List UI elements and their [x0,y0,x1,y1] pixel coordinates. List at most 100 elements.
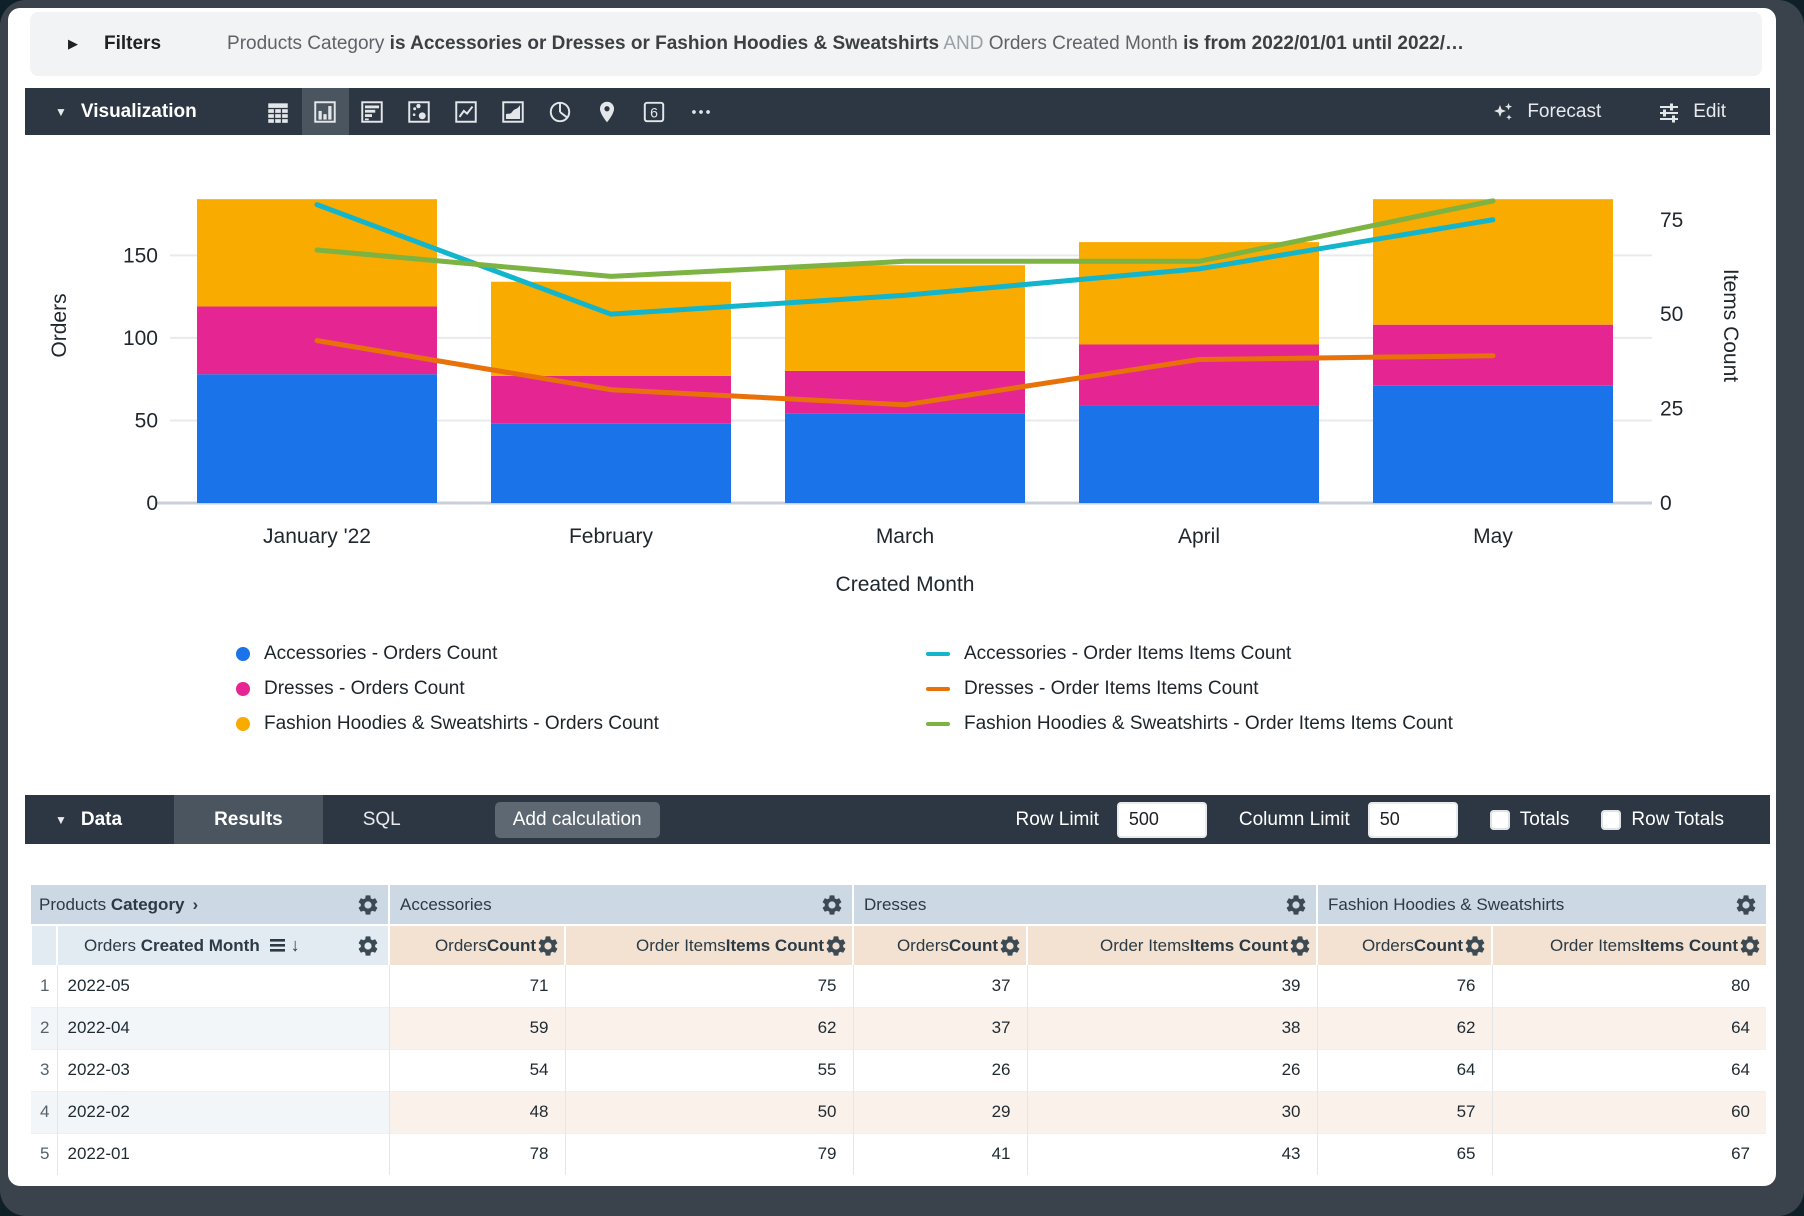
visualization-section-toggle[interactable]: ▼ Visualization [25,101,197,123]
data-section-toggle[interactable]: ▼ Data [25,809,122,831]
value-cell[interactable]: 76 [1316,965,1492,1007]
value-cell[interactable]: 37 [852,965,1027,1007]
measure-header-orders-count[interactable]: Orders Count [388,924,565,965]
value-cell[interactable]: 54 [388,1048,565,1091]
pivot-group-header-dresses[interactable]: Dresses [852,885,1317,925]
bar-segment[interactable] [1079,344,1319,406]
forecast-button[interactable]: Forecast [1491,100,1601,124]
row-limit-input[interactable] [1116,801,1207,838]
month-cell[interactable]: 2022-02 [56,1090,389,1133]
value-cell[interactable]: 78 [388,1132,565,1175]
measure-header-order-items-count[interactable]: Order Items Items Count [564,924,853,965]
viz-type-map-button[interactable] [584,88,631,135]
value-cell[interactable]: 37 [852,1006,1027,1049]
dimension-header-orders-created-month[interactable]: Orders Created Month ↓ [56,924,389,965]
legend-item[interactable]: Dresses - Order Items Items Count [926,678,1616,700]
gear-icon[interactable] [1288,934,1312,958]
gear-icon[interactable] [1738,934,1762,958]
bar-segment[interactable] [785,265,1025,371]
column-limit-input[interactable] [1367,801,1458,838]
value-cell[interactable]: 79 [564,1132,853,1175]
value-cell[interactable]: 80 [1491,965,1766,1007]
bar-segment[interactable] [197,374,437,503]
bar-segment[interactable] [491,375,731,424]
value-cell[interactable]: 39 [1026,965,1317,1007]
month-cell[interactable]: 2022-05 [56,965,389,1007]
filters-bar[interactable]: ▶ Filters Products Category is Accessori… [30,12,1762,76]
value-cell[interactable]: 62 [1316,1006,1492,1049]
legend-item[interactable]: Fashion Hoodies & Sweatshirts - Orders C… [236,713,926,735]
value-cell[interactable]: 75 [564,965,853,1007]
value-cell[interactable]: 67 [1491,1132,1766,1175]
viz-type-more-button[interactable] [678,88,725,135]
value-cell[interactable]: 64 [1491,1048,1766,1091]
gear-icon[interactable] [820,893,844,917]
sort-desc-arrow-icon[interactable]: ↓ [290,935,300,955]
line-series[interactable] [314,198,1496,279]
value-cell[interactable]: 26 [1026,1048,1317,1091]
tab-sql[interactable]: SQL [362,808,401,830]
value-cell[interactable]: 71 [388,965,565,1007]
viz-type-area-chart-button[interactable] [490,88,537,135]
totals-checkbox[interactable] [1489,809,1510,830]
gear-icon[interactable] [1463,934,1487,958]
chevron-right-icon[interactable]: › [192,894,199,914]
viz-type-column-chart-button[interactable] [301,88,349,135]
value-cell[interactable]: 62 [564,1006,853,1049]
value-cell[interactable]: 38 [1026,1006,1317,1049]
viz-type-line-chart-button[interactable] [443,88,490,135]
legend-item[interactable]: Accessories - Order Items Items Count [926,643,1616,665]
measure-header-orders-count[interactable]: Orders Count [1316,924,1492,965]
row-totals-checkbox[interactable] [1601,809,1622,830]
tab-results[interactable]: Results [174,795,323,844]
month-cell[interactable]: 2022-04 [56,1006,389,1049]
filters-expand-icon[interactable]: ▶ [68,36,78,51]
month-cell[interactable]: 2022-01 [56,1132,389,1175]
value-cell[interactable]: 64 [1491,1006,1766,1049]
legend-item[interactable]: Fashion Hoodies & Sweatshirts - Order It… [926,713,1616,735]
gear-icon[interactable] [824,934,848,958]
value-cell[interactable]: 59 [388,1006,565,1049]
bar-segment[interactable] [491,281,731,376]
gear-icon[interactable] [1734,893,1758,917]
viz-type-pie-chart-button[interactable] [537,88,584,135]
value-cell[interactable]: 65 [1316,1132,1492,1175]
bar-segment[interactable] [491,423,731,503]
bar-segment[interactable] [197,199,437,307]
viz-type-scatter-button[interactable] [396,88,443,135]
bar-segment[interactable] [1079,242,1319,345]
gear-icon[interactable] [356,893,380,917]
legend-item[interactable]: Accessories - Orders Count [236,643,926,665]
gear-icon[interactable] [1284,893,1308,917]
line-series[interactable] [314,202,1496,317]
value-cell[interactable]: 64 [1316,1048,1492,1091]
value-cell[interactable]: 29 [852,1090,1027,1133]
value-cell[interactable]: 30 [1026,1090,1317,1133]
gear-icon[interactable] [998,934,1022,958]
pivot-dimension-header[interactable]: Products Category › [31,885,389,925]
month-cell[interactable]: 2022-03 [56,1048,389,1091]
bar-segment[interactable] [1373,385,1613,503]
measure-header-orders-count[interactable]: Orders Count [852,924,1027,965]
line-series[interactable] [314,338,1496,408]
measure-header-order-items-count[interactable]: Order Items Items Count [1491,924,1766,965]
pivot-group-header-fashion-hoodies[interactable]: Fashion Hoodies & Sweatshirts [1316,885,1766,925]
value-cell[interactable]: 57 [1316,1090,1492,1133]
value-cell[interactable]: 48 [388,1090,565,1133]
value-cell[interactable]: 43 [1026,1132,1317,1175]
pivot-group-header-accessories[interactable]: Accessories [388,885,853,925]
legend-item[interactable]: Dresses - Orders Count [236,678,926,700]
edit-button[interactable]: Edit [1657,100,1726,124]
value-cell[interactable]: 60 [1491,1090,1766,1133]
bar-segment[interactable] [785,413,1025,503]
gear-icon[interactable] [536,934,560,958]
value-cell[interactable]: 26 [852,1048,1027,1091]
value-cell[interactable]: 55 [564,1048,853,1091]
bar-segment[interactable] [1079,405,1319,503]
value-cell[interactable]: 50 [564,1090,853,1133]
value-cell[interactable]: 41 [852,1132,1027,1175]
viz-type-bar-chart-button[interactable] [349,88,396,135]
viz-type-table-button[interactable] [255,88,302,135]
measure-header-order-items-count[interactable]: Order Items Items Count [1026,924,1317,965]
gear-icon[interactable] [356,934,380,958]
